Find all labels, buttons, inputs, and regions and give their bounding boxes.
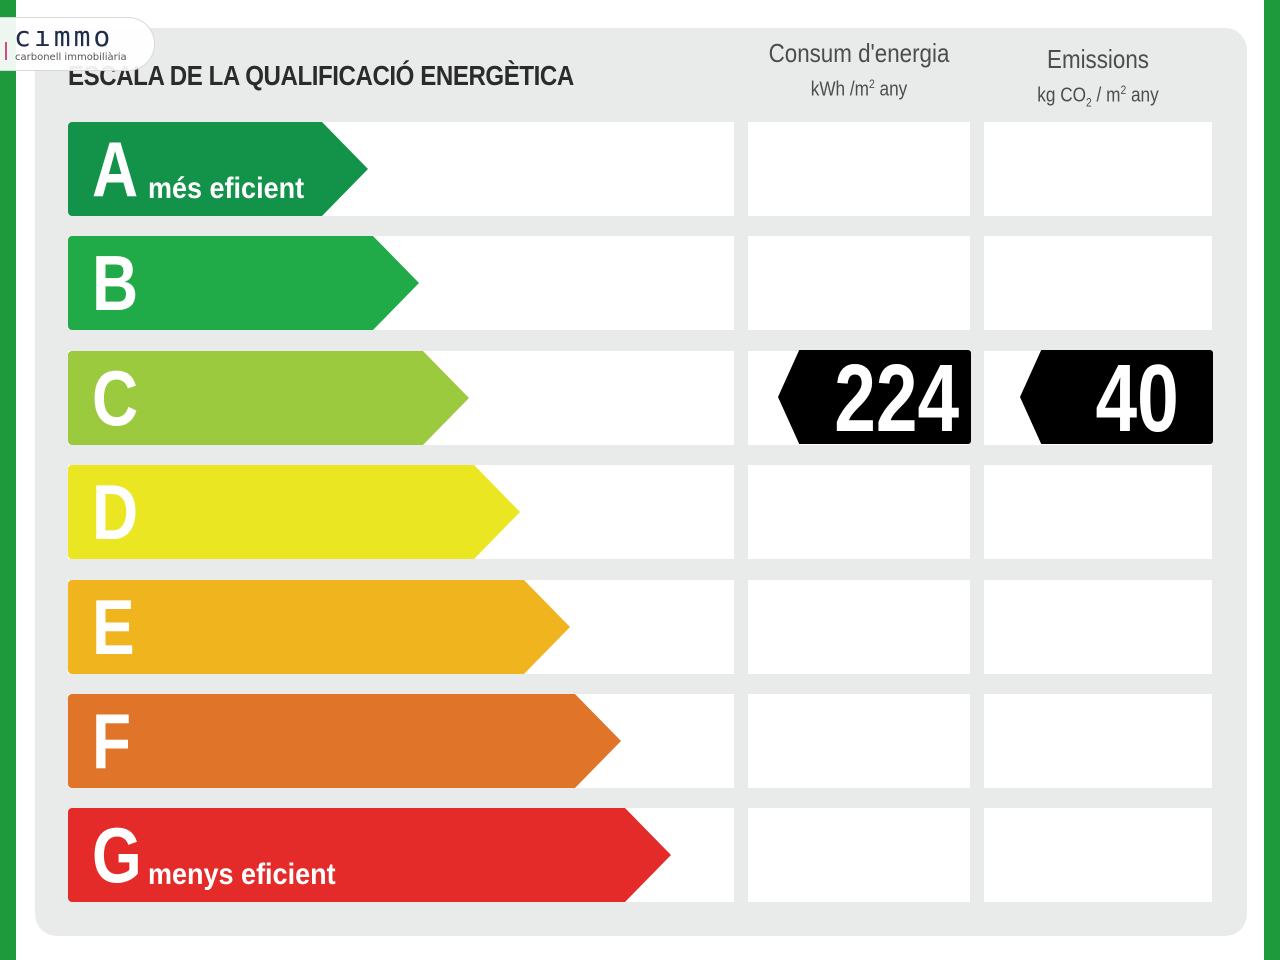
rating-letter-c: C (92, 354, 139, 442)
rating-letter-g: G (92, 811, 142, 899)
consumption-cell-g (748, 808, 970, 902)
rating-arrow-b: B (68, 236, 419, 330)
consumption-header-title: Consum d'energia (768, 38, 950, 68)
rating-arrow-e: E (68, 580, 570, 674)
emissions-header-title: Emissions (1047, 44, 1149, 74)
rating-arrow-f: F (68, 694, 621, 788)
emissions-header-unit: kg CO2 / m2 any (1037, 83, 1159, 110)
rating-letter-e: E (92, 583, 135, 671)
rating-note-g: menys eficient (148, 858, 336, 891)
emissions-value: 40 (1095, 345, 1179, 452)
rating-letter-f: F (92, 697, 132, 785)
consumption-cell-f (748, 694, 970, 788)
emissions-cell-a (984, 122, 1212, 216)
company-logo: cımmo carbonell immobiliària (0, 18, 154, 70)
rating-letter-d: D (92, 468, 139, 556)
logo-subtitle: carbonell immobiliària (15, 52, 127, 63)
emissions-cell-f (984, 694, 1212, 788)
consumption-value-tag: 224 (778, 350, 971, 444)
emissions-value-tag: 40 (1020, 350, 1213, 444)
logo-wordmark: cımmo (14, 20, 114, 53)
rating-letter-b: B (92, 239, 139, 327)
rating-letter-a: A (92, 125, 139, 213)
left-green-border (0, 0, 16, 960)
emissions-cell-d (984, 465, 1212, 559)
consumption-cell-e (748, 580, 970, 674)
chart-title: ESCALA DE LA QUALIFICACIÓ ENERGÈTICA (68, 60, 574, 91)
consumption-cell-a (748, 122, 970, 216)
rating-arrow-d: D (68, 465, 520, 559)
emissions-cell-e (984, 580, 1212, 674)
emissions-header: Emissions kg CO2 / m2 any (984, 44, 1212, 110)
rating-note-a: més eficient (148, 172, 305, 205)
emissions-cell-g (984, 808, 1212, 902)
consumption-value: 224 (834, 345, 959, 452)
consumption-header: Consum d'energia kWh /m2 any (748, 38, 970, 102)
right-green-border (1264, 0, 1280, 960)
consumption-cell-d (748, 465, 970, 559)
consumption-cell-b (748, 236, 970, 330)
rating-arrow-c: C (68, 351, 469, 445)
consumption-header-unit: kWh /m2 any (810, 77, 908, 101)
emissions-cell-b (984, 236, 1212, 330)
logo-mark (5, 42, 7, 60)
